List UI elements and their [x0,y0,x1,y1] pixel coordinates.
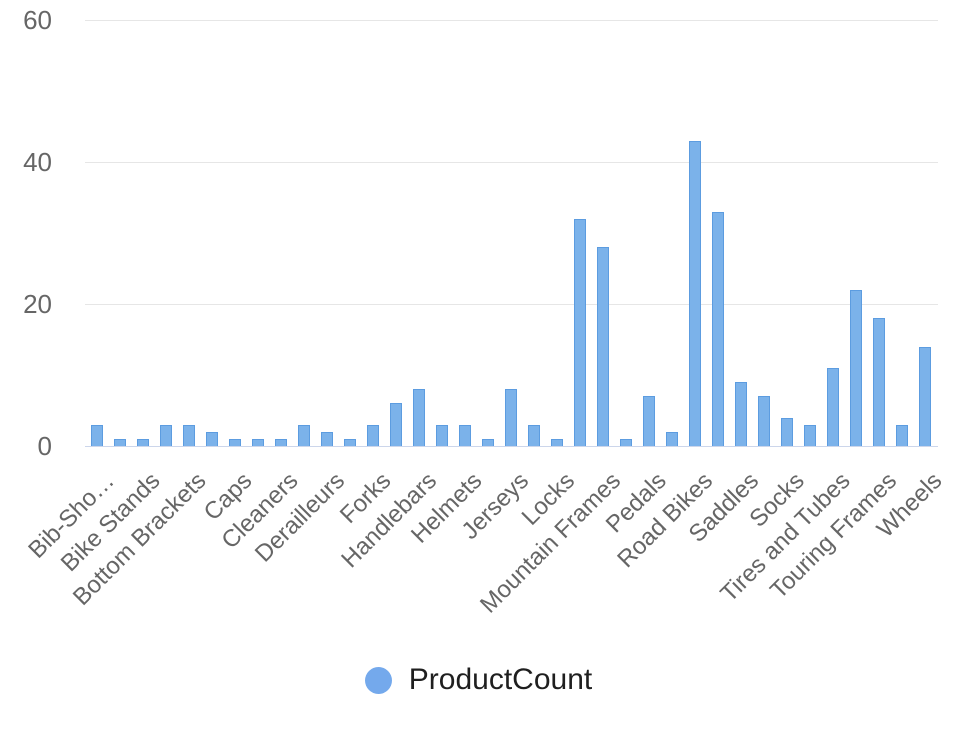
column-bar[interactable] [896,425,908,446]
column-bar[interactable] [390,403,402,446]
column-bar[interactable] [275,439,287,446]
column-bar[interactable] [367,425,379,446]
column-bar[interactable] [528,425,540,446]
grid-line [85,304,938,305]
column-bar[interactable] [206,432,218,446]
column-bar[interactable] [459,425,471,446]
y-axis-tick-label: 40 [23,147,52,177]
legend-item-productcount[interactable]: ProductCount [0,663,957,697]
column-bar[interactable] [827,368,839,446]
column-bar[interactable] [850,290,862,446]
y-axis-tick-label: 60 [23,5,52,35]
legend-series-label: ProductCount [408,663,593,696]
column-bar[interactable] [689,141,701,446]
grid-line [85,162,938,163]
column-bar[interactable] [735,382,747,446]
column-bar[interactable] [413,389,425,446]
column-bar[interactable] [574,219,586,446]
column-bar[interactable] [919,347,931,446]
column-bar[interactable] [114,439,126,446]
y-axis-tick-label: 0 [37,431,52,461]
column-bar[interactable] [436,425,448,446]
column-bar[interactable] [666,432,678,446]
legend-marker-icon [364,666,392,694]
column-bar[interactable] [620,439,632,446]
column-bar[interactable] [229,439,241,446]
column-bar[interactable] [344,439,356,446]
grid-line [85,20,938,21]
column-bar[interactable] [298,425,310,446]
column-bar[interactable] [321,432,333,446]
y-axis-tick-label: 20 [23,289,52,319]
column-bar[interactable] [712,212,724,446]
column-bar[interactable] [183,425,195,446]
column-bar[interactable] [91,425,103,446]
column-bar[interactable] [505,389,517,446]
column-bar[interactable] [597,247,609,446]
column-bar[interactable] [873,318,885,446]
column-bar[interactable] [160,425,172,446]
column-bar[interactable] [643,396,655,446]
column-bar[interactable] [252,439,264,446]
column-bar[interactable] [781,418,793,446]
column-bar[interactable] [482,439,494,446]
column-bar[interactable] [804,425,816,446]
column-bar[interactable] [137,439,149,446]
column-bar[interactable] [551,439,563,446]
x-axis-line [85,446,938,447]
column-bar[interactable] [758,396,770,446]
